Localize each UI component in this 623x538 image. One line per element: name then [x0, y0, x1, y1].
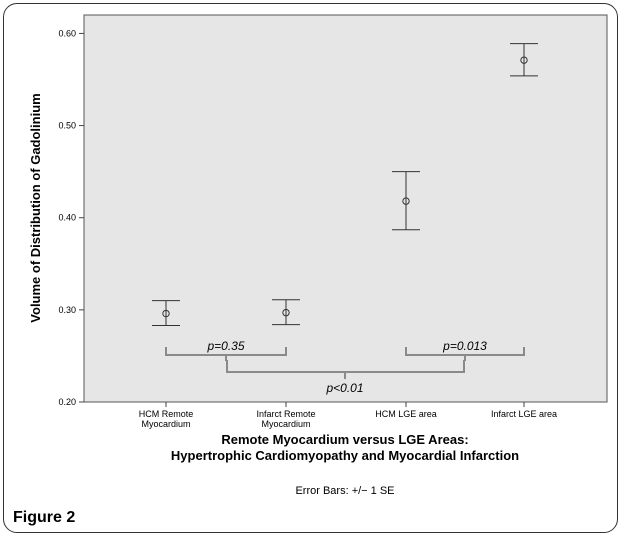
error-bar-note: Error Bars: +/− 1 SE: [295, 485, 394, 497]
x-tick-label: Infarct Remote Myocardium: [256, 409, 315, 429]
x-tick-label: HCM Remote Myocardium: [139, 409, 194, 429]
y-axis: 0.20 0.30 0.40 0.50 0.60: [58, 28, 84, 407]
error-bar-group: [152, 300, 180, 327]
y-tick-label: 0.50: [58, 121, 76, 131]
y-tick-label: 0.30: [58, 305, 76, 315]
y-tick-label: 0.20: [58, 397, 76, 407]
mean-point: [402, 197, 410, 205]
figure-label: Figure 2: [13, 509, 76, 526]
mean-point: [162, 309, 170, 318]
error-bar-group: [510, 43, 538, 77]
p-value-label: p=0.35: [206, 339, 244, 353]
error-bar-group: [272, 299, 300, 326]
p-value-label: p<0.01: [325, 381, 363, 395]
y-tick-label: 0.40: [58, 213, 76, 223]
x-axis-label-line1: Remote Myocardium versus LGE Areas:: [221, 432, 468, 447]
x-axis: HCM Remote Myocardium Infarct Remote Myocar…: [139, 402, 557, 429]
data-marks: [152, 43, 538, 327]
y-tick-label: 0.60: [58, 28, 76, 38]
p-value-label: p=0.013: [442, 339, 487, 353]
y-axis-label: Volume of Distribution of Gadolinium: [28, 93, 43, 322]
significance-brackets: p=0.35 p=0.013 p<0.01: [165, 339, 525, 395]
mean-point: [282, 308, 290, 317]
x-axis-label-line2: Hypertrophic Cardiomyopathy and Myocardi…: [171, 448, 519, 463]
mean-point: [520, 56, 528, 64]
bracket-overall: [226, 360, 465, 379]
x-tick-label: HCM LGE area: [375, 409, 437, 419]
error-bar-group: [392, 171, 420, 231]
x-tick-label: Infarct LGE area: [491, 409, 557, 419]
plot-area: [83, 14, 608, 403]
